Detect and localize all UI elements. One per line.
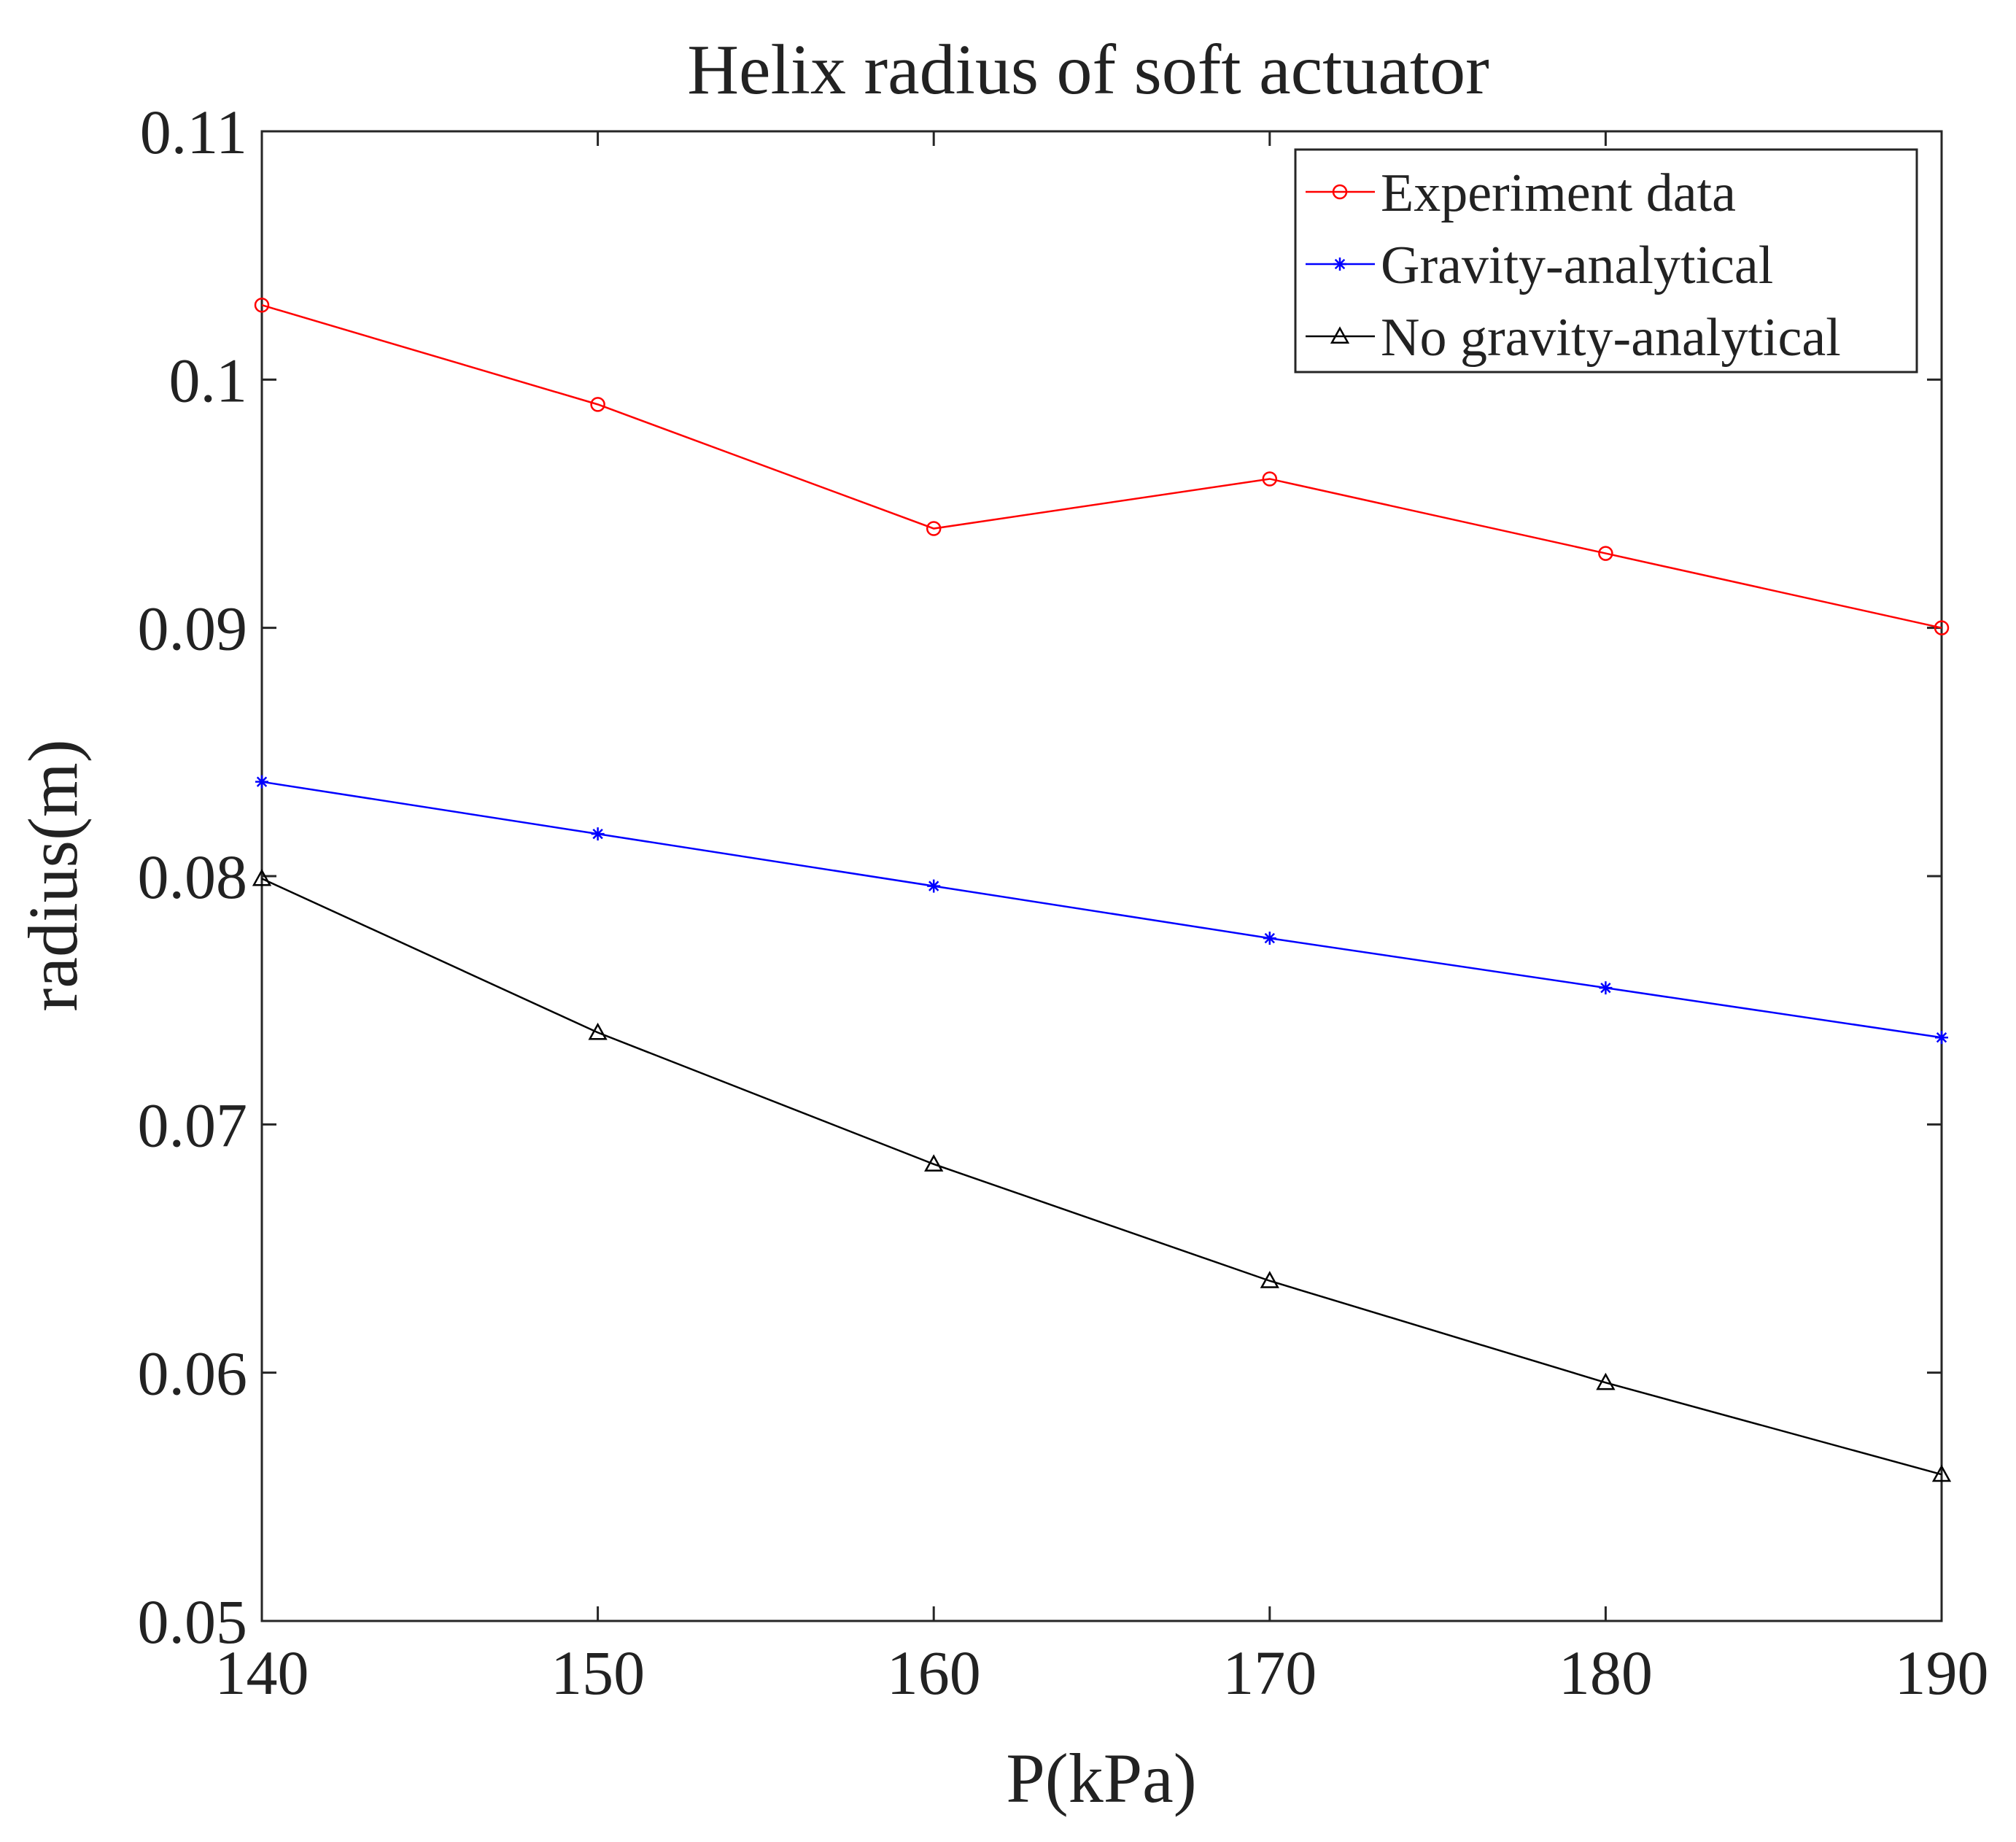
y-tick-label: 0.08 — [138, 842, 248, 912]
legend-item-experiment-data: Experiment data — [1306, 163, 1736, 223]
data-point-experiment-data — [254, 297, 270, 313]
legend-marker — [1330, 326, 1350, 344]
y-tick-label: 0.11 — [140, 97, 247, 167]
marker-stroke — [928, 881, 939, 891]
data-point-no-gravity-analytical — [588, 1022, 608, 1040]
legend-label: Gravity-analytical — [1381, 236, 1773, 295]
marker-stroke — [592, 828, 603, 840]
series-layer — [252, 297, 1952, 1482]
legend-marker — [1332, 184, 1348, 200]
data-point-no-gravity-analytical — [924, 1154, 944, 1172]
marker-stroke — [256, 776, 268, 787]
data-point-experiment-data — [1262, 471, 1278, 487]
data-point-gravity-analytical — [927, 879, 941, 893]
data-point-experiment-data — [590, 397, 605, 412]
x-tick-label: 140 — [215, 1638, 309, 1708]
data-point-no-gravity-analytical — [1596, 1372, 1616, 1390]
data-point-gravity-analytical — [591, 827, 605, 841]
legend: Experiment data Gravity-analytical No grav… — [1294, 148, 1918, 374]
x-tick-label: 170 — [1222, 1638, 1317, 1708]
data-point-experiment-data — [1934, 620, 1950, 635]
series-experiment-data — [254, 297, 1950, 635]
legend-items: Experiment data Gravity-analytical No grav… — [1306, 163, 1841, 368]
legend-label: Experiment data — [1381, 163, 1736, 223]
legend-item-no-gravity-analytical: No gravity-analytical — [1306, 308, 1841, 368]
data-point-no-gravity-analytical — [1260, 1271, 1279, 1288]
data-point-experiment-data — [926, 521, 942, 536]
x-tick-label: 150 — [551, 1638, 645, 1708]
series-gravity-analytical — [255, 775, 1948, 1045]
y-tick-label: 0.05 — [138, 1587, 248, 1657]
y-axis-label: radius(m) — [14, 739, 92, 1011]
series-line-no-gravity-analytical — [261, 878, 1942, 1476]
data-point-experiment-data — [1598, 546, 1613, 561]
data-point-no-gravity-analytical — [1931, 1464, 1952, 1482]
series-line-gravity-analytical — [261, 781, 1942, 1039]
series-no-gravity-analytical — [252, 868, 1952, 1482]
data-point-gravity-analytical — [1599, 981, 1613, 995]
x-axis-label: P(kPa) — [1006, 1739, 1196, 1817]
marker-stroke — [1600, 982, 1611, 994]
x-tick-label: 180 — [1559, 1638, 1653, 1708]
y-tick-label: 0.07 — [138, 1090, 248, 1160]
x-tick-label: 190 — [1895, 1638, 1989, 1708]
legend-label: No gravity-analytical — [1381, 308, 1841, 368]
legend-item-gravity-analytical: Gravity-analytical — [1306, 236, 1773, 295]
marker-stroke — [1334, 258, 1346, 270]
data-point-gravity-analytical — [255, 775, 268, 789]
y-tick-label: 0.06 — [138, 1339, 248, 1409]
y-tick-label: 0.09 — [138, 594, 248, 664]
data-point-gravity-analytical — [1935, 1031, 1948, 1045]
y-tick-label: 0.1 — [169, 345, 248, 415]
marker-stroke — [1936, 1032, 1947, 1043]
legend-box — [1294, 148, 1918, 374]
legend-marker — [1333, 258, 1346, 271]
marker-stroke — [1264, 932, 1275, 944]
data-point-no-gravity-analytical — [252, 868, 272, 886]
x-tick-label: 160 — [887, 1638, 981, 1708]
series-line-experiment-data — [261, 304, 1942, 629]
chart-title: Helix radius of soft actuator — [687, 31, 1489, 109]
axis-ticks: 140 150 160 170 180 190 0.05 0.06 0.07 0.08 0.09 0.… — [138, 97, 1989, 1708]
data-point-gravity-analytical — [1263, 932, 1276, 945]
